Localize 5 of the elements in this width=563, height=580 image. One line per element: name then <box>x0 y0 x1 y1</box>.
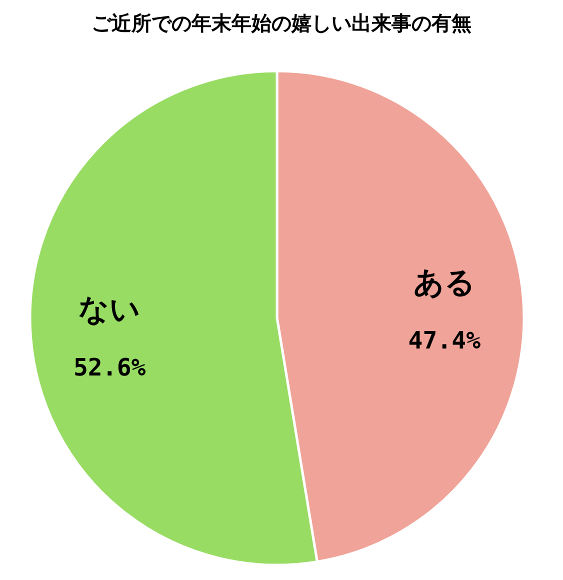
slice-label: ある <box>413 266 476 300</box>
slice-label: ない <box>78 294 141 327</box>
data-label: 52.6% <box>73 354 146 382</box>
data-label: 47.4% <box>408 326 482 354</box>
chart-title: ご近所での年末年始の嬉しい出来事の有無 <box>92 12 472 35</box>
